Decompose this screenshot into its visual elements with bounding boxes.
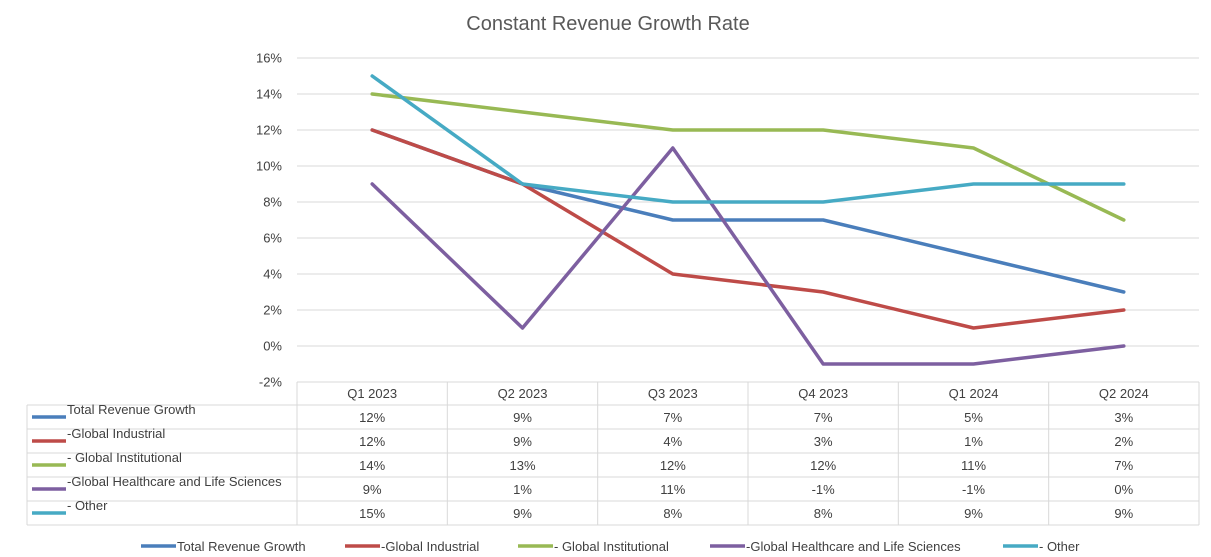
series-line [370, 128, 1126, 330]
series-line [370, 92, 1126, 222]
table-cell: 1% [964, 434, 983, 449]
table-cell: 11% [660, 482, 685, 497]
legend-label: -Global Industrial [381, 539, 479, 554]
table-series-name: -Global Healthcare and Life Sciences [67, 474, 282, 489]
category-label: Q1 2024 [949, 386, 999, 401]
table-series-name: - Global Institutional [67, 450, 182, 465]
table-cell: 9% [513, 410, 532, 425]
y-tick-label: 2% [263, 303, 282, 318]
table-cell: 9% [964, 506, 983, 521]
table-cell: 8% [663, 506, 682, 521]
table-cell: 7% [663, 410, 682, 425]
y-tick-label: -2% [259, 375, 283, 390]
category-label: Q3 2023 [648, 386, 698, 401]
table-cell: 12% [359, 434, 385, 449]
table-cell: -1% [812, 482, 836, 497]
table-cell: 3% [814, 434, 833, 449]
table-series-name: - Other [67, 498, 108, 513]
y-tick-label: 8% [263, 195, 282, 210]
table-cell: 1% [513, 482, 532, 497]
table-cell: 12% [660, 458, 686, 473]
series-line [370, 128, 1126, 294]
y-tick-label: 0% [263, 339, 282, 354]
data-table: Q1 2023 Q2 2023 Q3 2023 Q4 2023 Q1 2024 Q2 20… [26, 381, 1200, 526]
table-cell: 13% [509, 458, 535, 473]
y-tick-label: 12% [256, 123, 282, 138]
legend-label: - Global Institutional [554, 539, 669, 554]
table-cell: 9% [363, 482, 382, 497]
table-cell: 3% [1114, 410, 1133, 425]
table-cell: 8% [814, 506, 833, 521]
category-label: Q4 2023 [798, 386, 848, 401]
table-cell: 7% [1114, 458, 1133, 473]
series-line [370, 74, 1126, 204]
chart-title: Constant Revenue Growth Rate [466, 13, 750, 35]
table-series-name: -Global Industrial [67, 426, 165, 441]
category-label: Q2 2023 [498, 386, 548, 401]
table-cell: 11% [961, 458, 986, 473]
table-cell: 0% [1114, 482, 1133, 497]
table-cell: 12% [810, 458, 836, 473]
legend: Total Revenue Growth -Global Industrial - … [141, 539, 1080, 554]
table-cell: 5% [964, 410, 983, 425]
category-label: Q2 2024 [1099, 386, 1149, 401]
table-series-name: Total Revenue Growth [67, 402, 196, 417]
series-lines [370, 74, 1126, 366]
y-tick-label: 14% [256, 87, 282, 102]
table-cell: 9% [1114, 506, 1133, 521]
legend-label: -Global Healthcare and Life Sciences [746, 539, 961, 554]
y-tick-label: 16% [256, 51, 282, 66]
y-tick-label: 10% [256, 159, 282, 174]
table-cell: 12% [359, 410, 385, 425]
table-cell: 7% [814, 410, 833, 425]
legend-label: Total Revenue Growth [177, 539, 306, 554]
table-cell: 4% [663, 434, 682, 449]
category-label: Q1 2023 [347, 386, 397, 401]
legend-label: - Other [1039, 539, 1080, 554]
series-line [370, 146, 1126, 366]
y-axis-tick-labels: 16% 14% 12% 10% 8% 6% 4% 2% 0% -2% [256, 51, 282, 390]
table-cell: 15% [359, 506, 385, 521]
y-tick-label: 6% [263, 231, 282, 246]
table-cell: 9% [513, 506, 532, 521]
table-cell: 9% [513, 434, 532, 449]
table-cell: 2% [1114, 434, 1133, 449]
table-cell: 14% [359, 458, 385, 473]
y-tick-label: 4% [263, 267, 282, 282]
table-cell: -1% [962, 482, 986, 497]
